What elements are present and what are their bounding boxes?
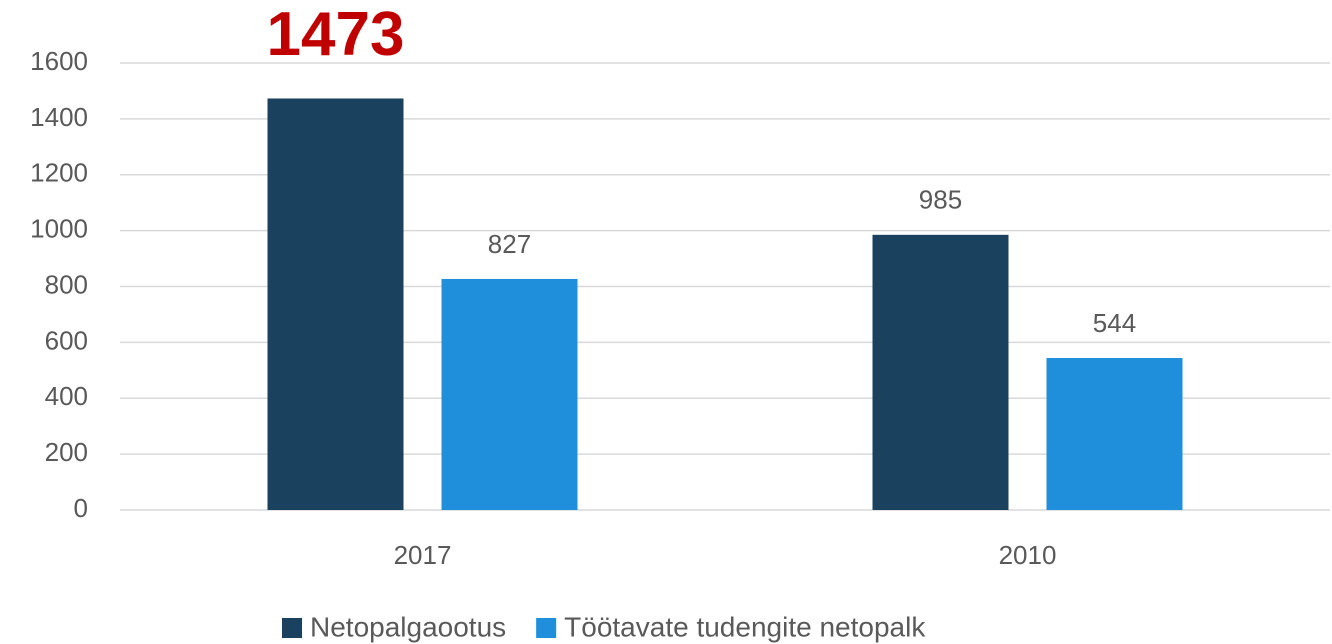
y-tick-label: 800: [45, 269, 88, 299]
bar: [267, 98, 404, 510]
legend-swatch: [536, 618, 557, 638]
bar: [441, 278, 578, 510]
y-tick-label: 1400: [30, 102, 88, 132]
legend-text: Töötavate tudengite netopalk: [564, 611, 926, 642]
data-label: 985: [919, 185, 962, 215]
bar: [872, 234, 1009, 511]
y-tick-label: 600: [45, 325, 88, 355]
legend-text: Netopalgaootus: [310, 611, 506, 642]
y-tick-label: 0: [74, 493, 88, 523]
y-tick-label: 400: [45, 381, 88, 411]
bar: [1046, 358, 1183, 510]
x-tick-label: 2017: [394, 540, 452, 570]
legend-swatch: [282, 618, 302, 638]
y-tick-label: 1000: [30, 214, 88, 244]
data-label: 1473: [267, 0, 405, 69]
x-tick-label: 2010: [999, 540, 1057, 570]
data-label: 544: [1093, 308, 1136, 338]
y-tick-label: 1200: [30, 158, 88, 188]
y-tick-label: 200: [45, 437, 88, 467]
data-label: 827: [488, 229, 531, 259]
y-tick-label: 1600: [30, 46, 88, 76]
